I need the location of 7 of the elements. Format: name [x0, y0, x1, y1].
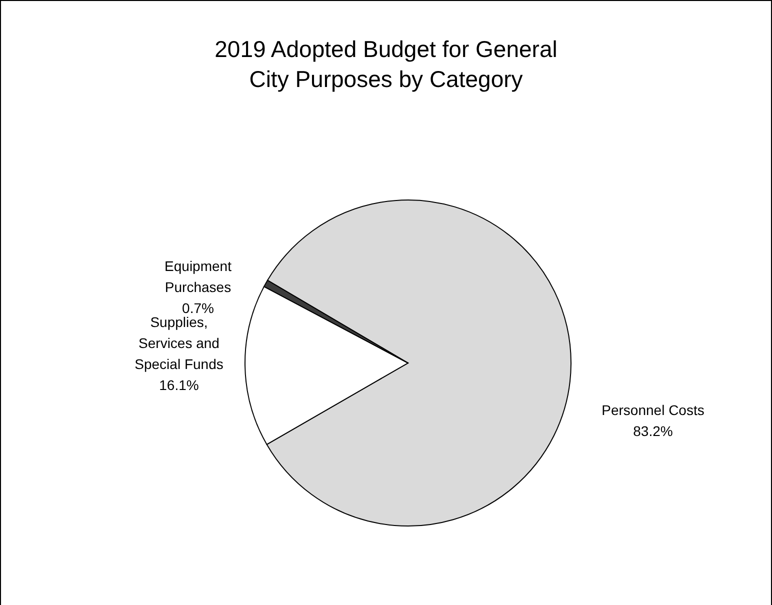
data-label: 16.1% — [159, 377, 199, 393]
data-label: 83.2% — [633, 423, 673, 439]
data-label: 0.7% — [182, 300, 214, 316]
chart-title: 2019 Adopted Budget for General City Purposes by Category — [214, 36, 558, 92]
slice-label: Supplies, Services and Special Funds — [134, 314, 224, 372]
slice-label: Personnel Costs — [602, 402, 704, 418]
slice-label: Equipment Purchases — [164, 258, 232, 295]
